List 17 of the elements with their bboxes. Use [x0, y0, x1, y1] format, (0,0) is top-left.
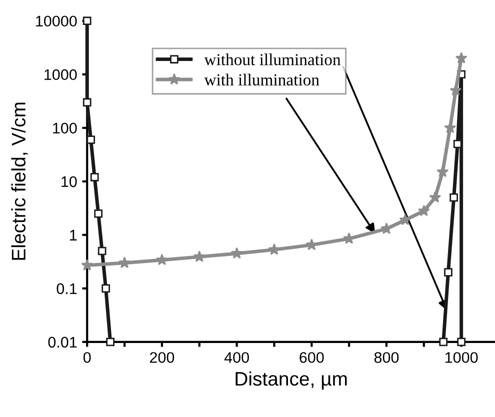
- y-tick-label: 0.01: [48, 336, 77, 348]
- x-tick-label: 800: [374, 352, 399, 363]
- y-axis-title: Electric field, V/cm: [11, 102, 28, 260]
- x-tick-label: 600: [300, 352, 324, 363]
- legend-label: without illumination: [204, 54, 341, 66]
- y-tick-label: 10000: [36, 16, 77, 27]
- x-tick-label: 1000: [445, 352, 478, 363]
- y-tick-label: 0.1: [56, 283, 77, 294]
- y-tick-label: 100: [53, 122, 77, 134]
- legend-label: with illumination: [204, 74, 320, 86]
- x-axis-title: Distance, µm: [236, 371, 347, 390]
- y-tick-label: 1000: [44, 69, 77, 80]
- x-tick-label: 400: [224, 352, 249, 363]
- x-tick-label: 0: [83, 352, 91, 363]
- y-tick-label: 10: [62, 176, 77, 188]
- x-tick-label: 200: [150, 352, 174, 363]
- y-tick-label: 1: [70, 230, 77, 240]
